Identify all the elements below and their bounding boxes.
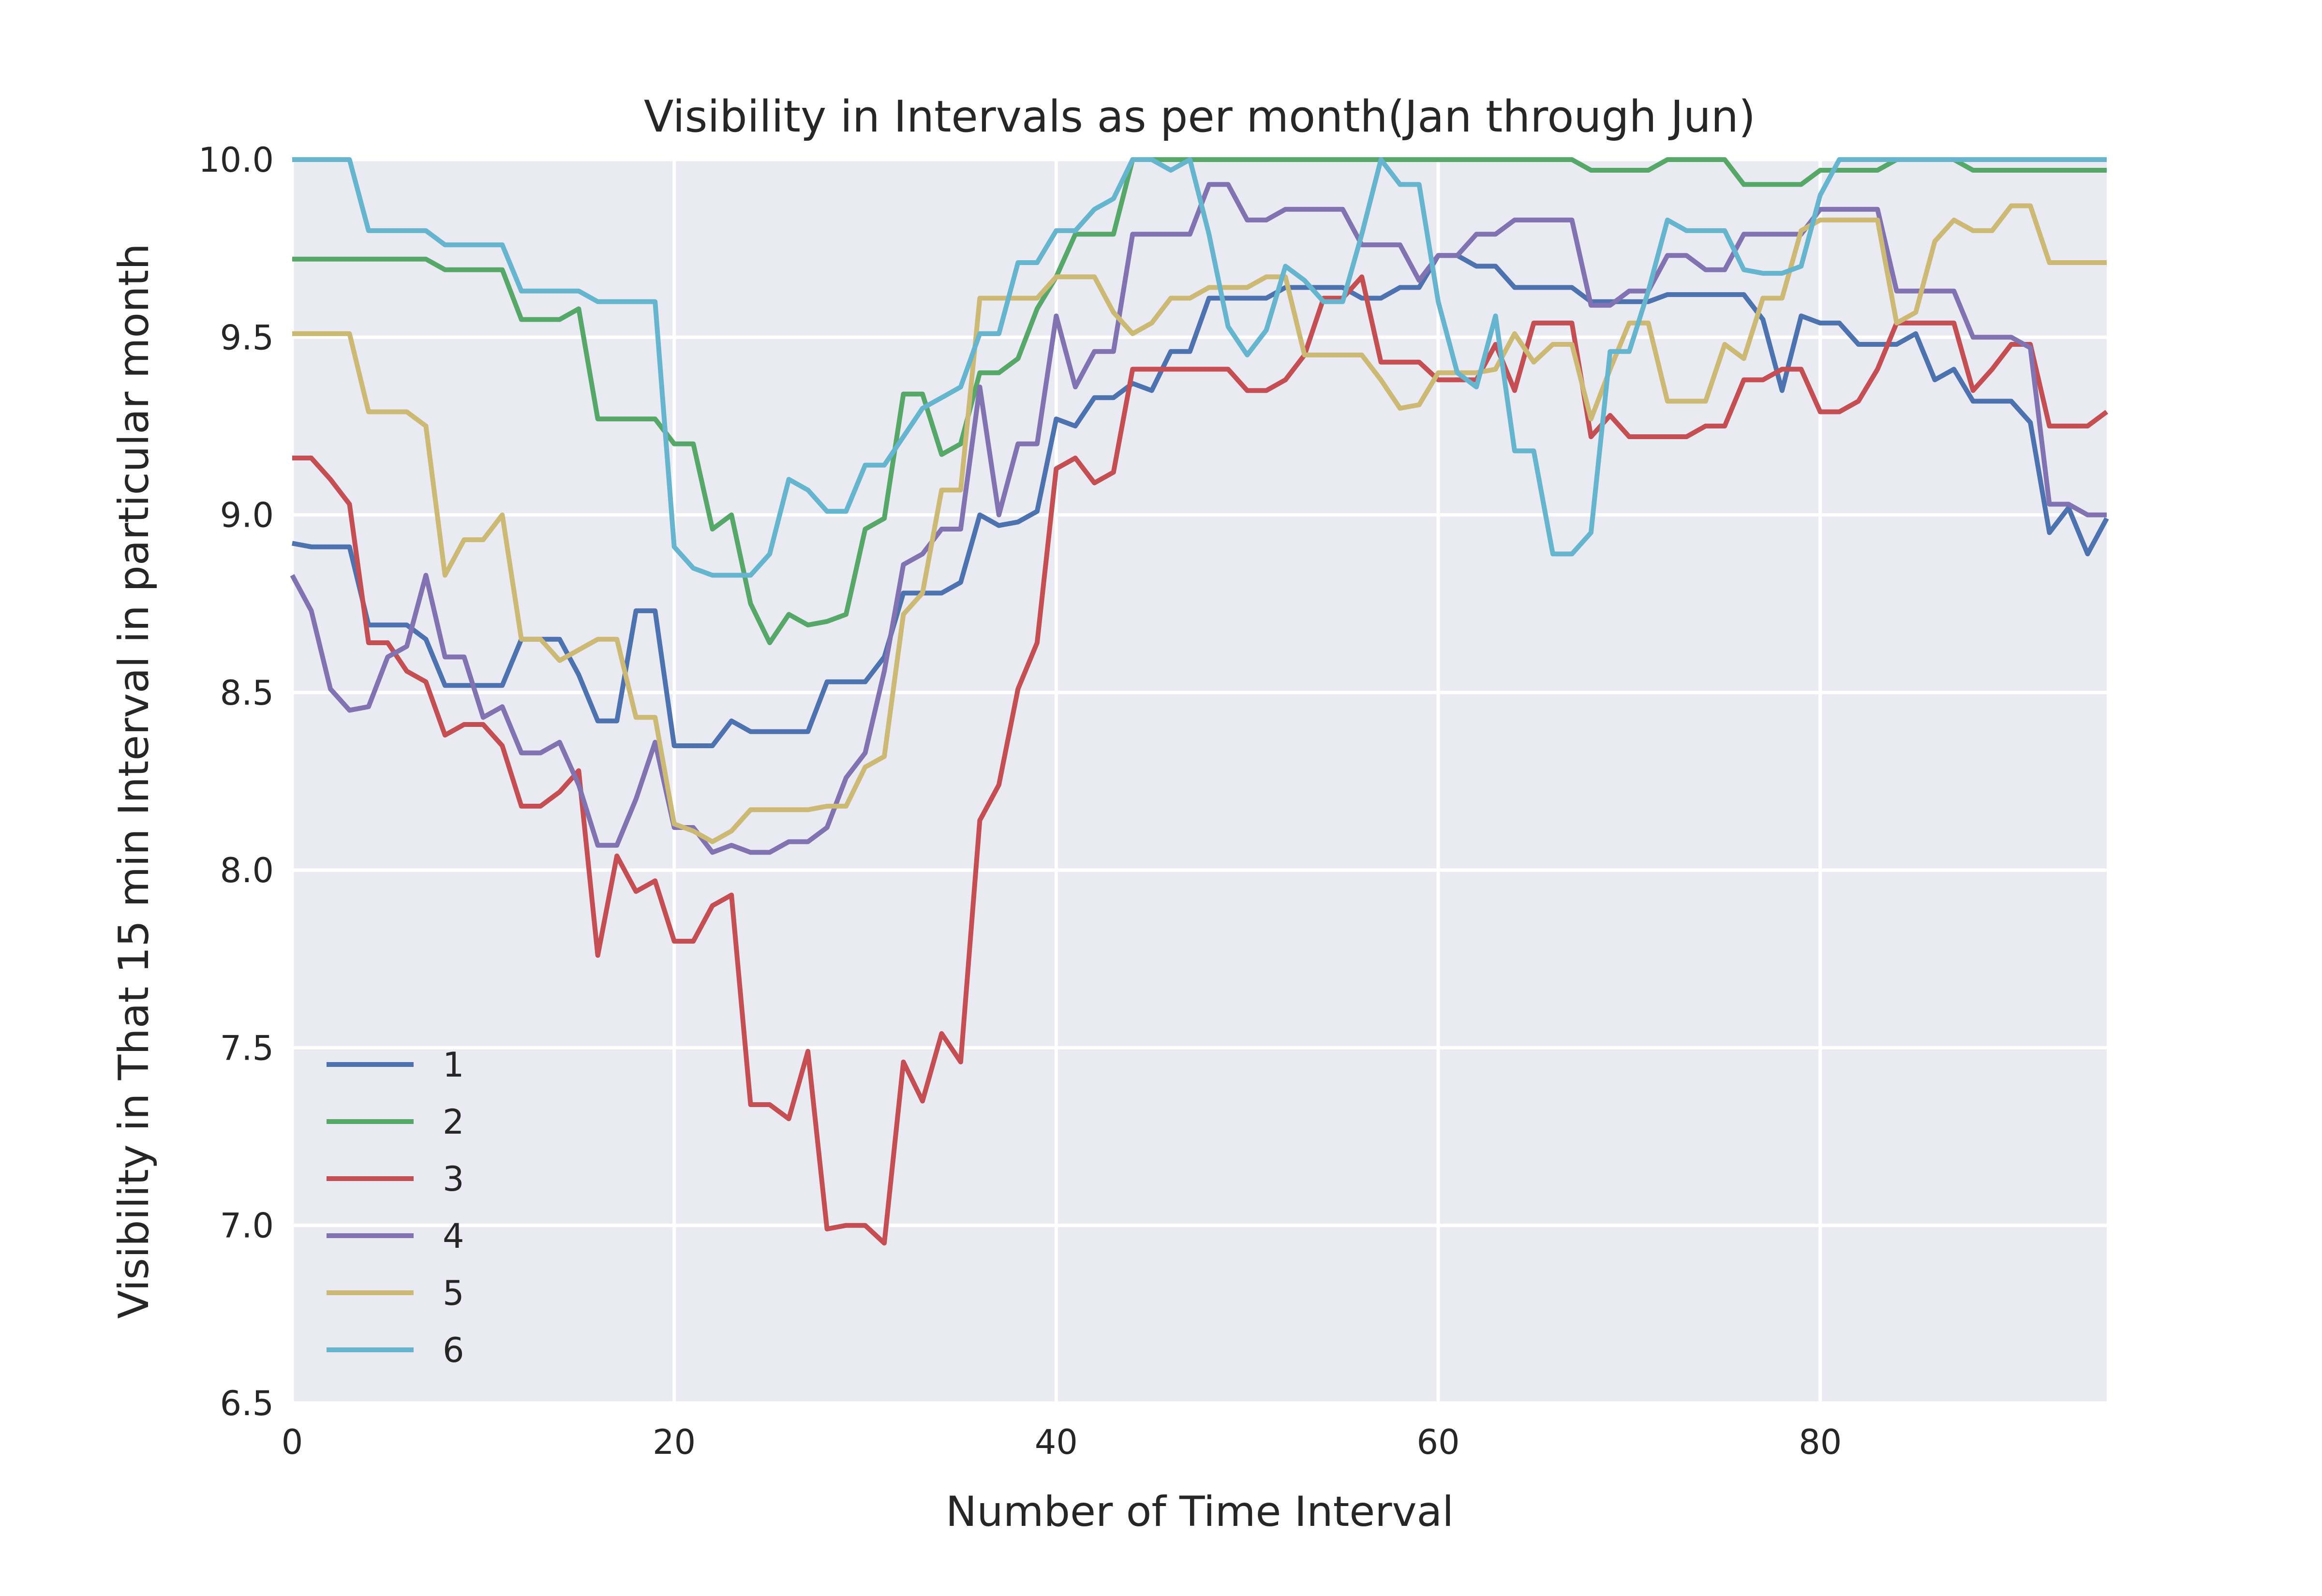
x-tick-label: 0: [282, 1422, 303, 1462]
y-axis-label: Visibility in That 15 min Interval in pa…: [110, 243, 158, 1318]
y-tick-label: 7.5: [220, 1028, 274, 1068]
legend-label-5: 5: [443, 1273, 464, 1313]
legend-label-2: 2: [443, 1102, 464, 1142]
series-line-6: [292, 157, 2107, 578]
series-line-5: [292, 203, 2107, 844]
y-tick-label: 9.5: [220, 318, 274, 357]
y-tick-label: 8.5: [220, 673, 274, 713]
x-axis-label: Number of Time Interval: [946, 1488, 1454, 1536]
y-tick-label: 9.0: [220, 496, 274, 535]
grid-lines: [290, 158, 2107, 1405]
legend: 1 2 3 4 5 6: [327, 1045, 464, 1370]
y-tick-label: 8.0: [220, 851, 274, 890]
legend-label-3: 3: [443, 1159, 464, 1199]
series-lines: [290, 157, 2109, 1246]
x-tick-labels: 0 20 40 60 80: [282, 1422, 1842, 1462]
y-tick-labels: 6.5 7.0 7.5 8.0 8.5 9.0 9.5 10.0: [198, 140, 274, 1423]
x-tick-label: 40: [1035, 1422, 1078, 1462]
series-line-1: [292, 253, 2109, 748]
legend-label-4: 4: [443, 1216, 464, 1256]
series-line-2: [292, 157, 2107, 645]
y-tick-label: 6.5: [220, 1384, 274, 1423]
y-tick-label: 10.0: [198, 140, 274, 180]
legend-label-1: 1: [443, 1045, 464, 1085]
x-tick-label: 20: [653, 1422, 696, 1462]
x-tick-label: 80: [1799, 1422, 1842, 1462]
series-line-3: [292, 274, 2108, 1246]
y-tick-label: 7.0: [220, 1206, 274, 1246]
chart-title: Visibility in Intervals as per month(Jan…: [644, 91, 1756, 142]
legend-label-6: 6: [443, 1330, 464, 1370]
x-tick-label: 60: [1417, 1422, 1460, 1462]
plot-area: [292, 160, 2107, 1403]
